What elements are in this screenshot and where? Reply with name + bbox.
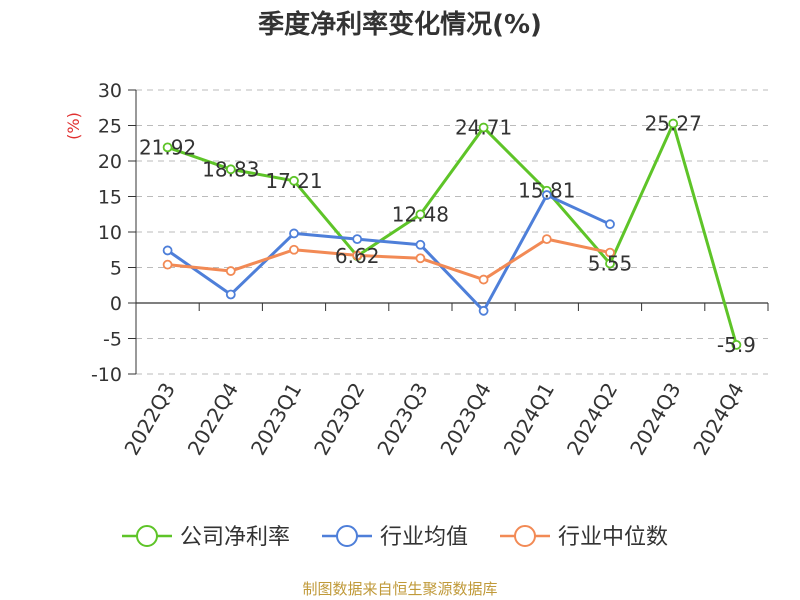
data-point-industry_median [225,266,236,276]
data-source-note: 制图数据来自恒生聚源数据库 [302,580,498,598]
x-category-label: 2022Q4 [183,379,243,460]
data-point-industry_avg [162,245,173,256]
y-tick-label: 5 [110,258,122,280]
data-point-company [668,118,679,129]
data-label: 6.62 [335,244,380,268]
data-label: 25.27 [645,112,702,136]
data-point-company [162,142,173,153]
x-category-label: 2024Q3 [625,379,685,460]
data-point-industry_avg [352,234,363,245]
series-line-company [167,122,738,346]
y-axis-label: (%) [64,112,83,140]
y-tick-label: 15 [98,187,122,209]
data-point-industry_median [352,250,363,261]
data-point-industry_median [415,253,426,264]
data-point-company [225,164,236,175]
x-category-label: 2024Q2 [562,379,622,460]
series-line-industry_avg [166,193,611,313]
y-tick-label: 30 [98,80,122,102]
data-label: -5.9 [717,333,756,357]
x-category-label: 2024Q4 [688,379,748,460]
y-tick-label: 20 [98,151,122,173]
data-label: 17.21 [265,169,322,193]
data-label: 24.71 [455,116,512,140]
legend-label-industry_median: 行业中位数 [558,525,668,550]
data-label: 15.81 [518,179,575,203]
x-category-label: 2023Q3 [372,379,432,460]
x-category-label: 2022Q3 [119,379,179,460]
data-point-industry_avg [415,239,426,250]
x-category-label: 2024Q1 [499,379,559,460]
data-point-industry_median [605,247,615,258]
legend-label-industry_avg: 行业均值 [380,525,468,550]
data-label: 12.48 [392,202,449,226]
legend-marker-industry_median [514,525,536,547]
data-point-company [731,339,742,350]
data-label: 18.83 [202,157,259,181]
data-point-industry_median [289,244,299,255]
legend-label-company: 公司净利率 [180,525,290,550]
y-tick-label: -10 [91,364,122,386]
data-label: 5.55 [588,252,633,276]
data-point-industry_avg [289,228,299,239]
y-tick-label: 25 [98,116,122,138]
x-category-label: 2023Q1 [246,379,306,460]
y-tick-label: -5 [103,329,122,351]
data-point-company [478,122,489,133]
data-point-industry_median [162,259,173,270]
data-point-industry_avg [605,219,615,230]
chart-title: 季度净利率变化情况(%) [258,10,542,40]
data-point-industry_median [478,274,489,285]
legend-marker-company [136,525,158,547]
series-line-industry_median [167,237,611,282]
data-point-industry_avg [478,305,489,316]
data-label: 21.92 [139,135,196,159]
data-point-industry_avg [541,190,552,200]
x-category-label: 2023Q2 [309,379,369,460]
y-tick-label: 0 [110,293,122,315]
y-tick-label: 10 [98,222,122,244]
data-point-company [605,258,615,269]
data-point-company [289,175,299,186]
legend-marker-industry_avg [336,525,358,547]
data-point-company [415,209,426,220]
data-point-industry_avg [225,289,236,300]
data-point-industry_median [541,234,552,245]
x-category-label: 2023Q4 [435,379,495,460]
